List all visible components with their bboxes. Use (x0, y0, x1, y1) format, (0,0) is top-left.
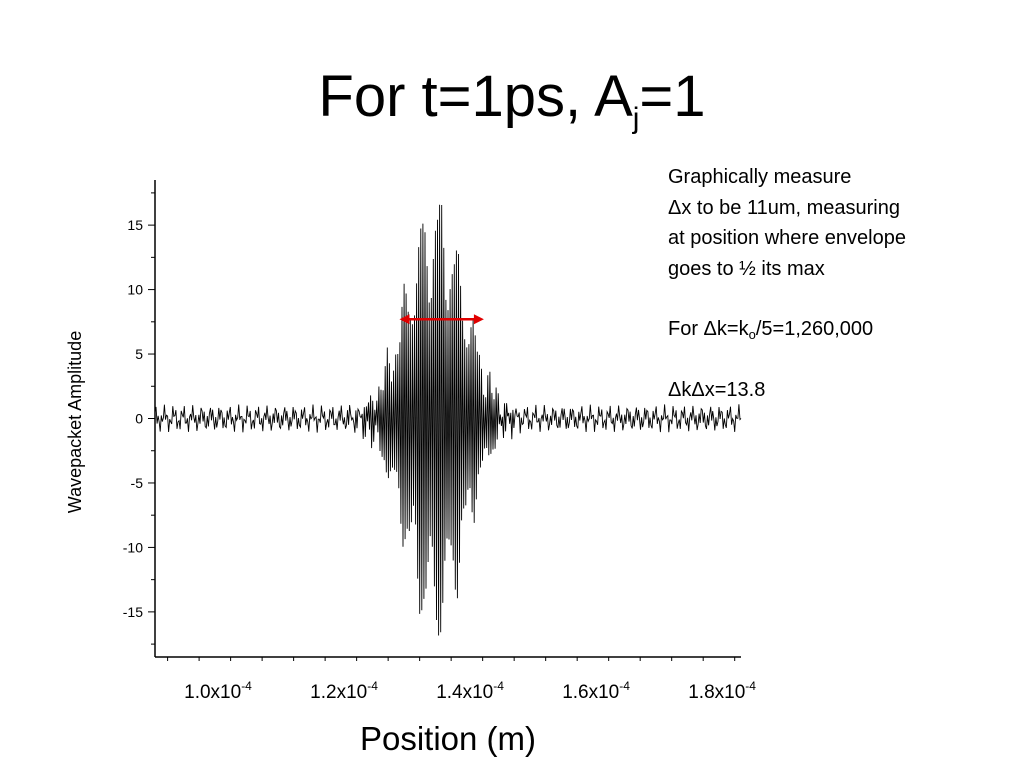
y-tick-label: 10 (127, 282, 143, 298)
note-line-5: For Δk=ko/5=1,260,000 (668, 314, 1008, 345)
plot-layer (154, 204, 742, 636)
y-tick-label: -10 (123, 539, 143, 555)
note-line-3: at position where envelope (668, 227, 906, 249)
x-tick-label: 1.6x10-4 (562, 679, 630, 703)
wavepacket-line (154, 204, 742, 636)
x-tick-label: 1.4x10-4 (436, 679, 504, 703)
slide-title: For t=1ps, Aj=1 (0, 62, 1024, 135)
y-tick-label: 5 (135, 346, 143, 362)
delta-x-arrow-left-head (399, 314, 410, 325)
axis-layer: 15 10 5 0 -5 -10 -15 1.0x10-4 1.2x10-4 1.4x10-4 1.… (123, 180, 756, 703)
note-line-5-a: For Δk=k (668, 318, 749, 340)
y-tick-label: 0 (135, 411, 143, 427)
note-line-6: ΔkΔx=13.8 (668, 378, 766, 401)
y-tick-label: -5 (131, 475, 144, 491)
note-line-4: goes to ½ its max (668, 257, 825, 280)
title-main: For t=1ps, A (318, 64, 633, 129)
note-line-2: Δx to be 11um, measuring (668, 196, 900, 219)
note-line-1: Graphically measure (668, 166, 852, 188)
y-tick-label: 15 (127, 217, 143, 233)
x-tick-label: 1.0x10-4 (184, 679, 252, 703)
y-tick-label: -15 (123, 604, 143, 620)
y-axis-label: Wavepacket Amplitude (65, 331, 85, 513)
note-line-5-b: /5=1,260,000 (755, 318, 874, 340)
title-subscript: j (632, 102, 640, 135)
x-tick-label: 1.8x10-4 (688, 679, 756, 703)
x-tick-label: 1.2x10-4 (310, 679, 378, 703)
delta-x-arrow-right-head (473, 314, 484, 325)
note-line-5-sub: o (748, 327, 756, 342)
title-end: =1 (639, 64, 706, 129)
measurement-notes: Graphically measure Δx to be 11um, measu… (668, 162, 1008, 405)
x-axis-label: Position (m) (360, 720, 536, 757)
